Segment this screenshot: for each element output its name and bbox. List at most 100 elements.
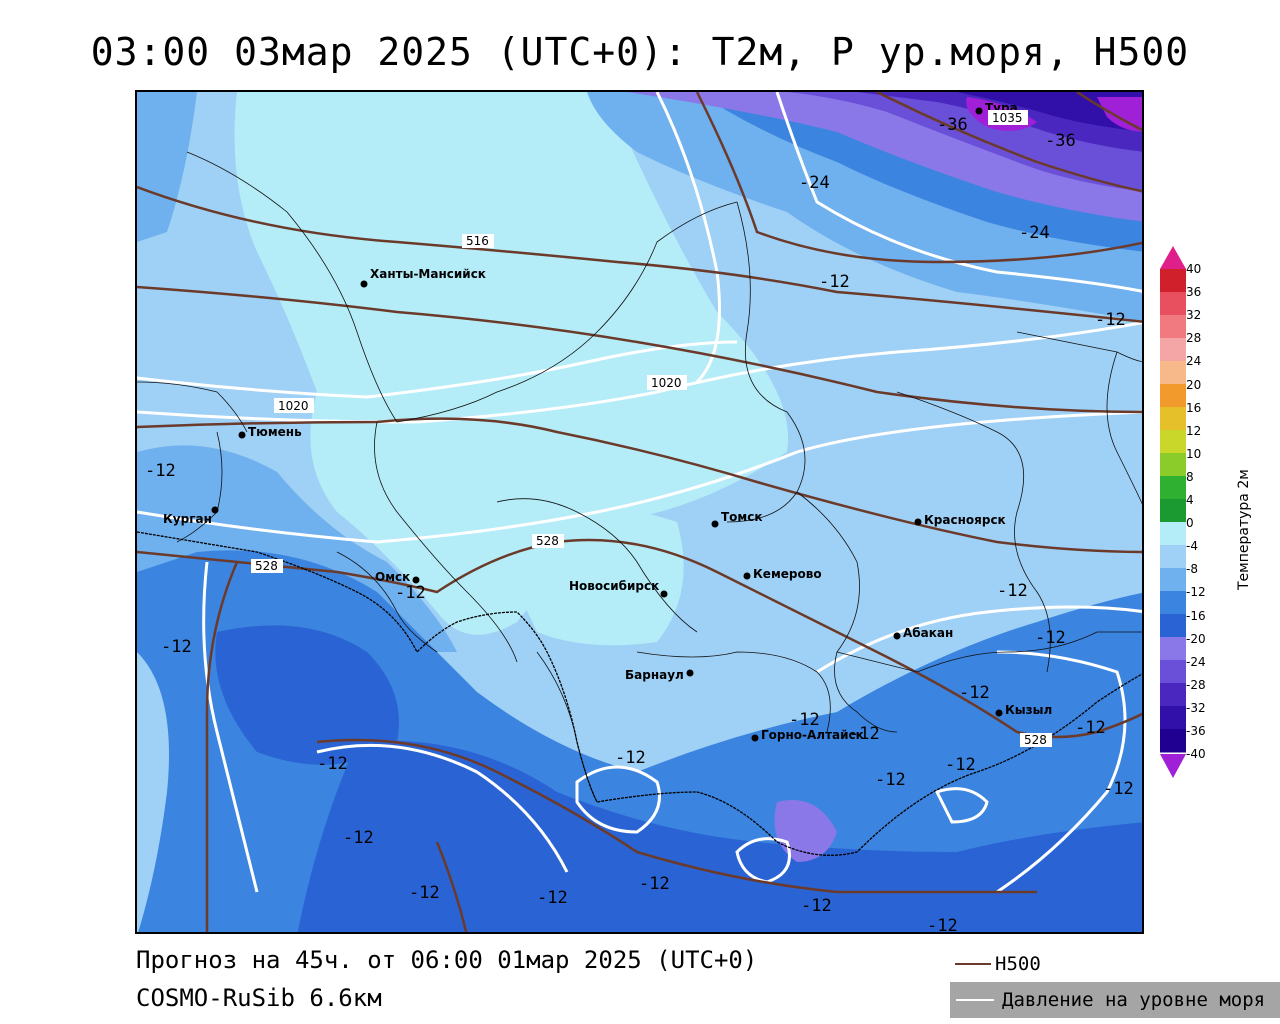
temperature-colorbar <box>1160 246 1186 790</box>
colorbar-level-label: 20 <box>1186 377 1202 392</box>
svg-text:-12: -12 <box>801 896 832 916</box>
colorbar-block <box>1160 591 1186 615</box>
colorbar-block <box>1160 292 1186 316</box>
svg-text:Горно-Алтайск: Горно-Алтайск <box>761 728 864 742</box>
colorbar-title: Температура 2м <box>1236 469 1252 590</box>
svg-text:-12: -12 <box>997 581 1028 601</box>
svg-text:1020: 1020 <box>651 376 682 390</box>
svg-text:Абакан: Абакан <box>903 626 953 640</box>
svg-text:Кызыл: Кызыл <box>1005 703 1052 717</box>
city-markers: Ханты-Мансийск Тюмень Курган Омск Томск … <box>163 101 1052 742</box>
svg-text:528: 528 <box>536 534 559 548</box>
svg-text:-12: -12 <box>145 461 176 481</box>
svg-text:528: 528 <box>1024 733 1047 747</box>
h500-contours <box>137 92 1142 932</box>
city-novosibirsk: Новосибирск <box>569 579 668 598</box>
colorbar-block <box>1160 568 1186 592</box>
svg-text:-12: -12 <box>161 637 192 657</box>
colorbar-top-arrow <box>1160 246 1186 269</box>
city-kyzyl: Кызыл <box>995 703 1052 717</box>
svg-text:-12: -12 <box>959 683 990 703</box>
temperature-labels: -12 -12 -12 -12 -12 -12 -12 -12 -12 -12 … <box>145 115 1134 934</box>
svg-text:-12: -12 <box>789 710 820 730</box>
colorbar-block <box>1160 729 1186 753</box>
colorbar-bottom-arrow <box>1160 754 1186 778</box>
svg-text:-36: -36 <box>937 115 968 135</box>
colorbar-level-label: -32 <box>1186 700 1206 715</box>
colorbar-level-label: 4 <box>1186 493 1194 507</box>
colorbar-level-label: 16 <box>1186 400 1202 415</box>
svg-text:-24: -24 <box>1019 223 1050 243</box>
legend-h500-swatch <box>955 963 991 965</box>
colorbar-block <box>1160 430 1186 454</box>
colorbar-level-label: 28 <box>1186 331 1202 346</box>
map-title: 03:00 03мар 2025 (UTC+0): Т2м, Р ур.моря… <box>90 30 1190 74</box>
legend-slp-swatch <box>956 999 994 1001</box>
svg-text:-12: -12 <box>927 916 958 934</box>
svg-text:-12: -12 <box>1075 718 1106 738</box>
colorbar-block <box>1160 522 1186 546</box>
colorbar-level-label: -20 <box>1186 631 1206 646</box>
map-canvas: Ханты-Мансийск Тюмень Курган Омск Томск … <box>137 92 1142 934</box>
svg-text:528: 528 <box>255 559 278 573</box>
svg-text:Новосибирск: Новосибирск <box>569 579 659 593</box>
svg-text:-12: -12 <box>639 874 670 894</box>
colorbar-block <box>1160 269 1186 293</box>
svg-text:516: 516 <box>466 234 489 248</box>
svg-text:Омск: Омск <box>375 570 410 584</box>
forecast-map: Ханты-Мансийск Тюмень Курган Омск Томск … <box>135 90 1144 934</box>
colorbar-block <box>1160 315 1186 339</box>
svg-text:-12: -12 <box>343 828 374 848</box>
colorbar-level-label: -4 <box>1186 539 1198 554</box>
colorbar-level-label: -40 <box>1186 747 1206 762</box>
legend-h500: H500 <box>955 952 1041 976</box>
city-barnaul: Барнаул <box>625 668 694 682</box>
svg-text:Курган: Курган <box>163 512 212 526</box>
svg-text:-12: -12 <box>537 888 568 908</box>
svg-text:Ханты-Мансийск: Ханты-Мансийск <box>370 267 486 281</box>
svg-text:-12: -12 <box>849 724 880 744</box>
h500-labels: 516 528 528 528 <box>251 234 1052 747</box>
svg-text:1020: 1020 <box>278 399 309 413</box>
legend-slp: Давление на уровне моря <box>950 982 1280 1018</box>
colorbar-block <box>1160 361 1186 385</box>
svg-text:-12: -12 <box>317 754 348 774</box>
colorbar-level-label: -8 <box>1186 562 1198 577</box>
colorbar-block <box>1160 407 1186 431</box>
svg-text:Барнаул: Барнаул <box>625 668 684 682</box>
legend-slp-label: Давление на уровне моря <box>1002 989 1266 1011</box>
state-border <box>137 531 1142 856</box>
svg-text:-24: -24 <box>799 173 830 193</box>
colorbar-block <box>1160 499 1186 523</box>
colorbar-level-label: 24 <box>1186 354 1202 369</box>
city-kemerovo: Кемерово <box>743 567 822 581</box>
colorbar-block <box>1160 614 1186 638</box>
svg-text:-12: -12 <box>1095 310 1126 330</box>
slp-labels: 1020 1020 1035 <box>274 110 1028 413</box>
city-tyumen: Тюмень <box>238 425 302 439</box>
colorbar-level-label: 8 <box>1186 469 1194 484</box>
colorbar-level-label: -28 <box>1186 677 1206 692</box>
colorbar-level-label: 32 <box>1186 308 1202 323</box>
colorbar-level-label: 10 <box>1186 446 1202 461</box>
svg-text:-12: -12 <box>1103 779 1134 799</box>
colorbar-block <box>1160 338 1186 362</box>
city-omsk: Омск <box>375 570 420 584</box>
svg-text:-12: -12 <box>409 883 440 903</box>
city-abakan: Абакан <box>893 626 953 640</box>
colorbar-block <box>1160 637 1186 661</box>
svg-text:-12: -12 <box>615 748 646 768</box>
colorbar-block <box>1160 660 1186 684</box>
svg-text:Кемерово: Кемерово <box>753 567 822 581</box>
colorbar-level-label: -36 <box>1186 724 1206 738</box>
colorbar-level-label: -16 <box>1186 608 1206 623</box>
forecast-info: Прогноз на 45ч. от 06:00 01мар 2025 (UTC… <box>136 946 758 974</box>
colorbar-block <box>1160 453 1186 477</box>
svg-text:-12: -12 <box>875 770 906 790</box>
colorbar-canvas <box>1160 246 1186 778</box>
svg-text:-36: -36 <box>1045 131 1076 151</box>
colorbar-block <box>1160 706 1186 730</box>
svg-text:Красноярск: Красноярск <box>924 513 1006 527</box>
colorbar-block <box>1160 384 1186 408</box>
model-name: COSMO-RuSib 6.6км <box>136 984 382 1012</box>
